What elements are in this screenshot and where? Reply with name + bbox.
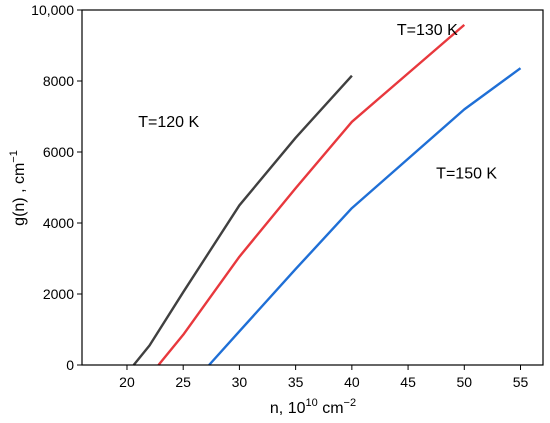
series-lines [132, 23, 522, 366]
x-tick-label: 55 [513, 374, 529, 390]
x-tick-label: 45 [400, 374, 416, 390]
x-tick-label: 30 [232, 374, 248, 390]
y-tick-label: 4000 [43, 215, 74, 231]
plot-frame [81, 9, 544, 366]
x-tick-label: 40 [344, 374, 360, 390]
series-labels: T=120 K T=130 K T=150 K [138, 22, 497, 183]
series-line [157, 23, 466, 366]
y-tick-label: 6000 [43, 144, 74, 160]
y-tick-label: 8000 [43, 73, 74, 89]
y-axis: 0 2000 4000 6000 8000 10,000 [31, 2, 82, 373]
series-label: T=130 K [397, 22, 458, 39]
series-line [132, 74, 353, 366]
x-axis: 20 25 30 35 40 45 50 55 [119, 365, 529, 390]
x-tick-label: 25 [175, 374, 191, 390]
y-tick-label: 2000 [43, 286, 74, 302]
x-tick-label: 35 [288, 374, 304, 390]
series-label: T=150 K [436, 166, 497, 183]
series-line [208, 67, 522, 366]
x-tick-label: 50 [457, 374, 473, 390]
y-tick-label: 0 [66, 357, 74, 373]
x-axis-label: n, 1010 cm−2 [270, 397, 356, 417]
series-label: T=120 K [138, 114, 199, 131]
y-tick-label: 10,000 [31, 2, 74, 18]
x-tick-label: 20 [119, 374, 135, 390]
y-axis-label: g(n) , cm−1 [8, 150, 28, 226]
